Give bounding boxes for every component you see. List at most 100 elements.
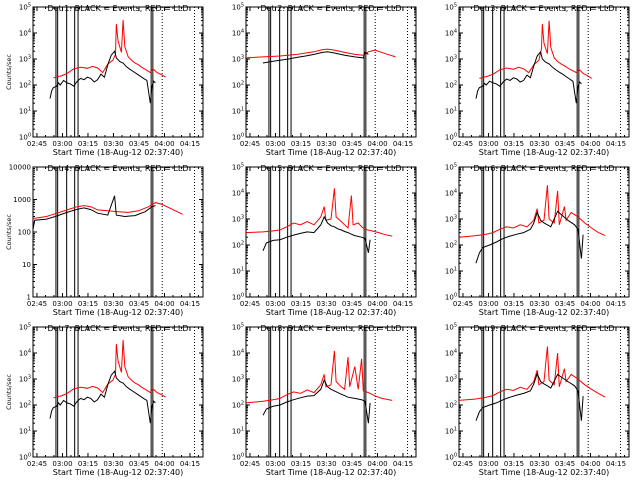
- y-tick-label: 103: [232, 375, 244, 384]
- x-tick-label: 02:45: [240, 140, 260, 148]
- x-tick-label: 04:15: [606, 300, 626, 308]
- x-tick-label: 03:00: [478, 300, 498, 308]
- x-tick-label: 03:45: [342, 460, 362, 468]
- panel-title: Det 2: BLACK = Events, RED = LLD: [261, 4, 402, 13]
- y-tick-label: 10: [22, 261, 31, 269]
- x-tick-label: 03:15: [291, 140, 311, 148]
- series-events-line: [475, 372, 584, 421]
- x-tick-label: 03:00: [265, 300, 285, 308]
- x-tick-label: 04:15: [180, 300, 200, 308]
- y-tick-label: 102: [445, 241, 457, 250]
- y-tick-label: 102: [232, 241, 244, 250]
- x-tick-label: 03:15: [78, 140, 98, 148]
- y-tick-label: 100: [445, 133, 457, 142]
- y-tick-label: 100: [232, 133, 244, 142]
- x-tick-label: 03:15: [78, 460, 98, 468]
- x-tick-label: 03:30: [103, 300, 123, 308]
- x-tick-label: 03:15: [291, 300, 311, 308]
- y-tick-label: 103: [19, 375, 31, 384]
- series-events-line: [32, 195, 156, 230]
- plot-frame: [32, 326, 204, 458]
- x-axis-label: Start Time (18-Aug-12 02:37:40): [53, 308, 184, 317]
- y-tick-label: 104: [232, 29, 244, 38]
- x-tick-label: 03:45: [342, 140, 362, 148]
- panel-title: Det 5: BLACK = Events, RED = LLD: [261, 164, 402, 173]
- x-axis-label: Start Time (18-Aug-12 02:37:40): [479, 148, 610, 157]
- y-tick-label: 102: [232, 81, 244, 90]
- series-lld-line: [53, 19, 166, 79]
- x-tick-label: 04:15: [180, 460, 200, 468]
- plot-frame: [245, 6, 417, 138]
- y-tick-label: 100: [18, 229, 31, 237]
- series-events-line: [49, 370, 156, 424]
- x-tick-label: 03:45: [129, 140, 149, 148]
- y-tick-label: 103: [445, 55, 457, 64]
- x-tick-label: 03:00: [265, 140, 285, 148]
- plot-frame: [32, 6, 204, 138]
- panel-title: Det 6: BLACK = Events, RED = LLD: [474, 164, 615, 173]
- panel-det-4: 1 10 100 1000 10000 02:45 03:00 03:15 03:30 03:45…: [5, 164, 204, 317]
- x-tick-label: 04:00: [367, 300, 387, 308]
- y-axis-label: Counts/sec: [5, 374, 13, 410]
- y-tick-label: 104: [232, 349, 244, 358]
- plot-frame: [245, 166, 417, 298]
- x-tick-label: 02:45: [240, 300, 260, 308]
- series-events-line: [49, 50, 156, 104]
- panel-det-5: 100 101 102 103 104 105 02:45 03:00 03:15 03:30 03…: [232, 163, 417, 317]
- x-tick-label: 04:15: [393, 460, 413, 468]
- x-tick-label: 03:30: [103, 460, 123, 468]
- x-tick-label: 04:00: [367, 140, 387, 148]
- y-tick-label: 100: [445, 453, 457, 462]
- series-lld-line: [458, 346, 606, 401]
- y-tick-label: 102: [232, 401, 244, 410]
- panel-det-6: 100 101 102 103 104 105 02:45 03:00 03:15 03:30 03…: [445, 163, 630, 317]
- x-tick-label: 02:45: [453, 460, 473, 468]
- series-events-line: [262, 215, 371, 253]
- x-tick-label: 02:45: [27, 300, 47, 308]
- x-tick-label: 04:00: [580, 460, 600, 468]
- x-tick-label: 03:30: [529, 300, 549, 308]
- x-tick-label: 03:30: [529, 140, 549, 148]
- y-tick-label: 102: [19, 401, 31, 410]
- x-tick-label: 04:00: [154, 300, 174, 308]
- x-tick-label: 03:45: [129, 300, 149, 308]
- series-events-line: [262, 378, 371, 424]
- x-tick-label: 04:00: [154, 460, 174, 468]
- x-tick-label: 04:15: [393, 300, 413, 308]
- y-tick-label: 101: [232, 427, 244, 436]
- plot-frame: [458, 166, 630, 298]
- x-tick-label: 04:15: [606, 460, 626, 468]
- y-tick-label: 100: [232, 293, 244, 302]
- y-tick-label: 101: [232, 267, 244, 276]
- y-tick-label: 104: [19, 29, 31, 38]
- x-tick-label: 03:30: [316, 460, 336, 468]
- x-tick-label: 02:45: [240, 460, 260, 468]
- x-tick-label: 03:30: [316, 140, 336, 148]
- x-axis-label: Start Time (18-Aug-12 02:37:40): [53, 468, 184, 477]
- x-tick-label: 03:15: [504, 460, 524, 468]
- y-tick-label: 104: [445, 349, 457, 358]
- y-tick-label: 105: [232, 163, 244, 172]
- x-tick-label: 04:15: [606, 140, 626, 148]
- series-events-line: [475, 50, 582, 104]
- x-tick-label: 02:45: [453, 300, 473, 308]
- y-tick-label: 105: [232, 3, 244, 12]
- y-tick-label: 105: [445, 323, 457, 332]
- y-tick-label: 104: [19, 349, 31, 358]
- y-tick-label: 104: [232, 189, 244, 198]
- plot-frame: [458, 6, 630, 138]
- panel-title: Det 1: BLACK = Events, RED = LLD: [48, 4, 189, 13]
- x-tick-label: 03:00: [478, 460, 498, 468]
- panel-det-9: 100 101 102 103 104 105 02:45 03:00 03:15 03:30 03…: [445, 323, 630, 477]
- y-tick-label: 103: [19, 55, 31, 64]
- x-tick-label: 04:00: [367, 460, 387, 468]
- x-tick-label: 04:00: [154, 140, 174, 148]
- x-tick-label: 04:00: [580, 300, 600, 308]
- y-tick-label: 101: [445, 107, 457, 116]
- x-tick-label: 04:00: [580, 140, 600, 148]
- y-axis-label: Counts/sec: [5, 214, 13, 250]
- x-tick-label: 04:15: [180, 140, 200, 148]
- series-lld-line: [245, 48, 396, 59]
- y-tick-label: 105: [232, 323, 244, 332]
